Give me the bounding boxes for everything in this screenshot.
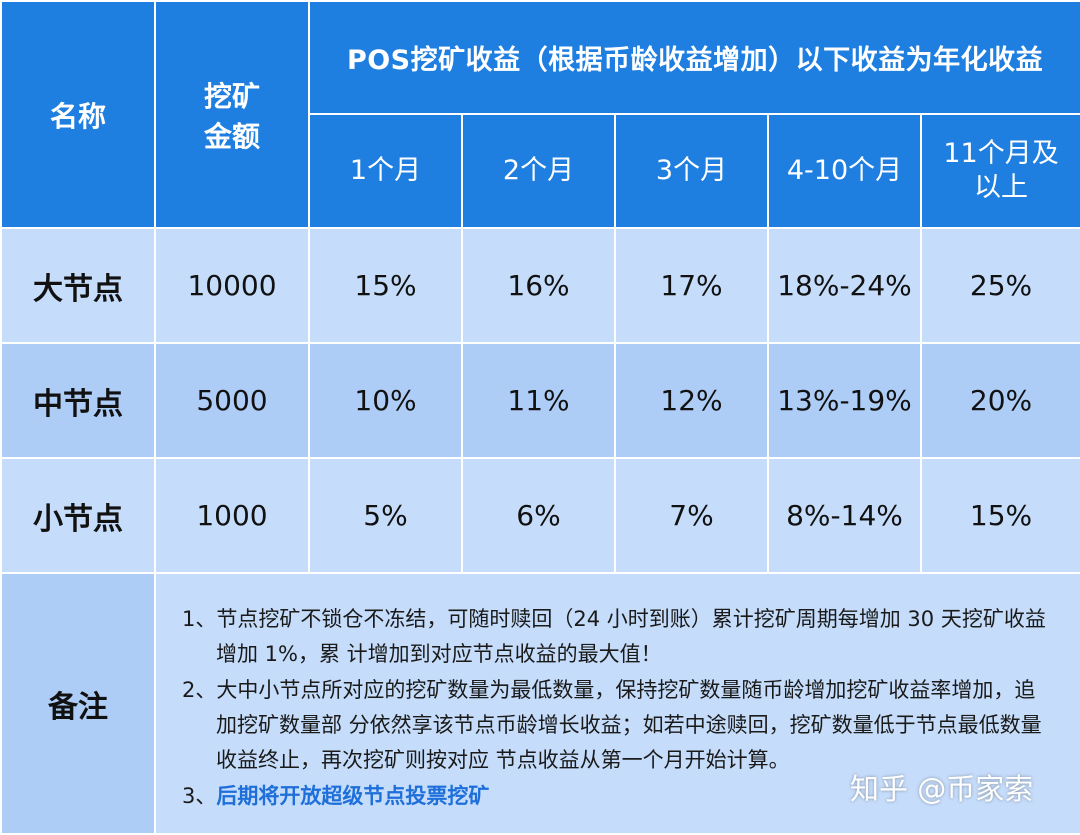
rate-cell: 20% bbox=[919, 342, 1080, 459]
note-item-text: 后期将开放超级节点投票挖矿 bbox=[216, 784, 490, 808]
header-period-3: 3个月 bbox=[614, 113, 769, 229]
table-row: 小节点 1000 5% 6% 7% 8%-14% 15% bbox=[0, 457, 1080, 574]
rate-cell: 12% bbox=[614, 342, 769, 459]
header-amount-line2: 金额 bbox=[203, 119, 260, 153]
watermark: 知乎 @币家索 bbox=[850, 772, 1034, 806]
row-amount: 5000 bbox=[154, 342, 310, 459]
note-item-highlight: 3、后期将开放超级节点投票挖矿 bbox=[182, 779, 1056, 814]
row-name: 中节点 bbox=[0, 342, 156, 459]
header-period-2: 2个月 bbox=[461, 113, 616, 229]
table-row: 中节点 5000 10% 11% 12% 13%-19% 20% bbox=[0, 342, 1080, 459]
notes-label: 备注 bbox=[0, 572, 156, 835]
header-period-5-line1: 11个月及 bbox=[943, 138, 1059, 169]
header-period-1: 1个月 bbox=[308, 113, 463, 229]
row-amount: 10000 bbox=[154, 227, 310, 344]
row-name: 大节点 bbox=[0, 227, 156, 344]
notes-list: 1、节点挖矿不锁仓不冻结，可随时赎回（24 小时到账）累计挖矿周期每增加 30 … bbox=[156, 574, 1080, 814]
rate-cell: 16% bbox=[461, 227, 616, 344]
header-period-4: 4-10个月 bbox=[767, 113, 922, 229]
rate-cell: 15% bbox=[308, 227, 463, 344]
rate-cell: 15% bbox=[919, 457, 1080, 574]
rate-cell: 7% bbox=[614, 457, 769, 574]
rate-cell: 11% bbox=[461, 342, 616, 459]
header-period-5: 11个月及 以上 bbox=[919, 113, 1080, 229]
rate-cell: 10% bbox=[308, 342, 463, 459]
rate-cell: 8%-14% bbox=[767, 457, 922, 574]
table-row: 大节点 10000 15% 16% 17% 18%-24% 25% bbox=[0, 227, 1080, 344]
rate-cell: 5% bbox=[308, 457, 463, 574]
note-item-number: 3、 bbox=[182, 784, 217, 808]
header-amount-line1: 挖矿 bbox=[203, 79, 260, 113]
header-name: 名称 bbox=[0, 0, 156, 229]
header-period-5-line2: 以上 bbox=[974, 172, 1029, 203]
rate-cell: 13%-19% bbox=[767, 342, 922, 459]
notes-cell: 1、节点挖矿不锁仓不冻结，可随时赎回（24 小时到账）累计挖矿周期每增加 30 … bbox=[153, 572, 1080, 835]
row-amount: 1000 bbox=[154, 457, 310, 574]
note-item: 2、大中小节点所对应的挖矿数量为最低数量，保持挖矿数量随币龄增加挖矿收益率增加，… bbox=[182, 678, 1042, 772]
header-amount: 挖矿 金额 bbox=[154, 0, 310, 229]
rate-cell: 17% bbox=[614, 227, 769, 344]
rate-cell: 25% bbox=[919, 227, 1080, 344]
rate-cell: 6% bbox=[461, 457, 616, 574]
notes-row: 备注 1、节点挖矿不锁仓不冻结，可随时赎回（24 小时到账）累计挖矿周期每增加 … bbox=[0, 572, 1080, 835]
note-item: 1、节点挖矿不锁仓不冻结，可随时赎回（24 小时到账）累计挖矿周期每增加 30 … bbox=[182, 607, 1046, 666]
rate-cell: 18%-24% bbox=[767, 227, 922, 344]
header-pos-title: POS挖矿收益（根据币龄收益增加）以下收益为年化收益 bbox=[307, 0, 1080, 115]
row-name: 小节点 bbox=[0, 457, 156, 574]
